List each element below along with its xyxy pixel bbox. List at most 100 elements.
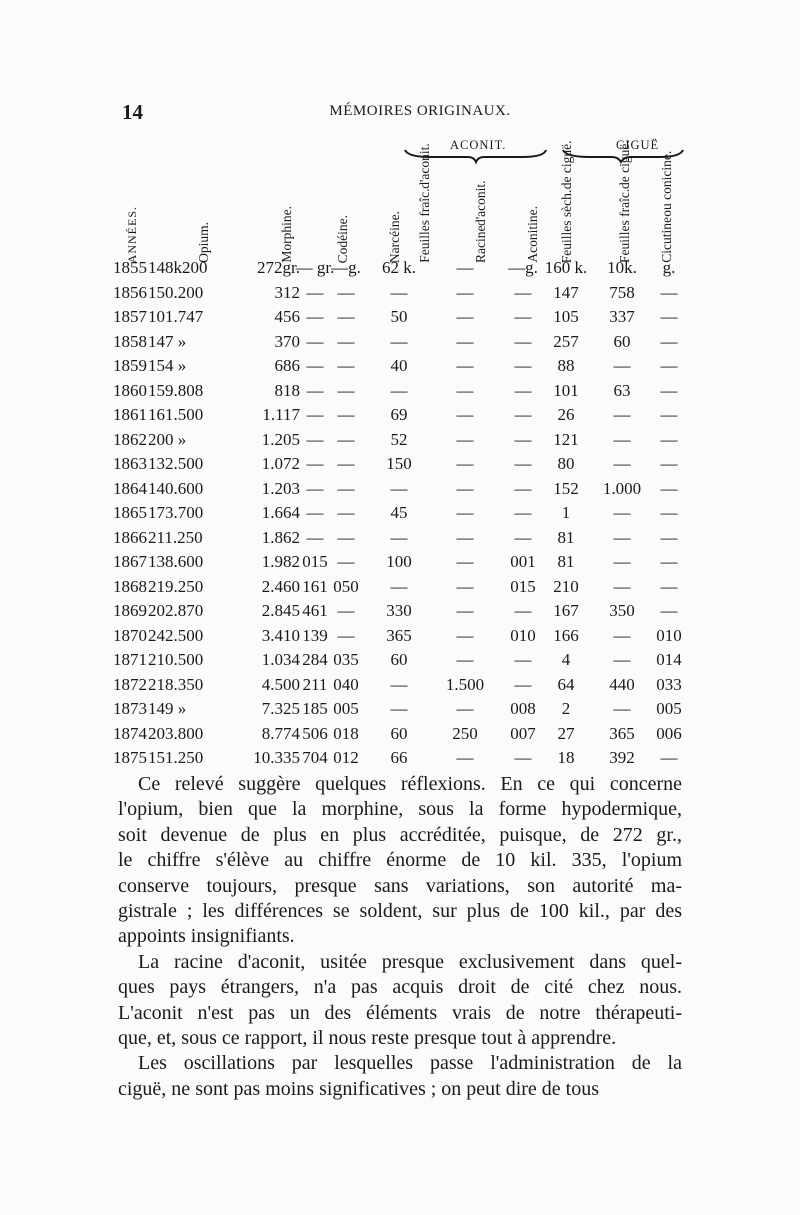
table-cell: 1863 (113, 454, 147, 473)
table-cell: 154 » (148, 356, 187, 375)
table-row: 1871 210.500 1.034 284 035 60 — — 4 — 014 (0, 648, 800, 672)
column-header: Aconitine. (525, 206, 540, 263)
table-cell: 1867 (113, 552, 147, 571)
table-cell: 365 (609, 723, 635, 743)
table-cell: 81 (557, 552, 575, 571)
table-cell: 704 (302, 748, 328, 767)
text-line: conserve toujours, presque sans variatio… (118, 874, 682, 897)
group-braces (404, 149, 684, 165)
table-row: 1862 200 » 1.205 — — 52 — — 121 — — (0, 428, 800, 452)
table-cell: 132.500 (148, 454, 204, 473)
table-cell: 1873 (113, 699, 147, 718)
table-cell: 456 (274, 307, 301, 326)
table-cell: — (514, 454, 532, 473)
column-header-line: Morphine. (279, 206, 294, 263)
table-cell: — (660, 478, 678, 498)
table-cell: 1.205 (261, 429, 300, 449)
table-row: 1868 219.250 2.460 161 050 — — 015 210 — — (0, 575, 800, 599)
table-cell: 506 (302, 723, 328, 743)
table-cell: — (514, 478, 532, 498)
column-header-line: ANNÉES. (125, 205, 139, 263)
table-cell: 1857 (113, 307, 147, 326)
table-cell: — (306, 331, 324, 351)
table-cell: — (456, 307, 474, 326)
brace-aconit (404, 149, 547, 165)
table-cell: — gr. (295, 258, 335, 277)
table-cell: 1.034 (261, 650, 300, 669)
table-cell: — (456, 282, 474, 302)
table-cell: 018 (333, 723, 359, 743)
table-cell: 60 (613, 331, 631, 351)
table-cell: — (306, 503, 324, 522)
table-cell: 1855 (113, 258, 147, 277)
table-cell: — (660, 307, 678, 326)
table-cell: — (514, 674, 532, 694)
text-line: gistrale ; les différences se soldent, s… (118, 900, 682, 922)
table-cell: 010 (510, 625, 536, 645)
table-cell: — (456, 503, 474, 522)
table-cell: 7.325 (261, 699, 300, 718)
table-cell: 211 (302, 674, 328, 694)
table-cell: 440 (609, 674, 635, 694)
table-cell: 150.200 (148, 282, 204, 302)
group-heading-cigue: CIGUË (616, 138, 660, 152)
table-cell: 4 (561, 650, 571, 669)
table-cell: — (514, 748, 532, 767)
table-cell: 64 (557, 674, 575, 694)
table-cell: 242.500 (148, 625, 204, 645)
table-cell: — (514, 356, 532, 375)
table-cell: — (613, 650, 631, 669)
column-header-line: de ciguë. (559, 140, 574, 190)
table-cell: — (514, 503, 532, 522)
table-cell: 185 (302, 699, 328, 718)
table-cell: 015 (510, 576, 536, 596)
table-row: 1860 159.808 818— — — — —101 63— (0, 379, 800, 403)
table-cell: 686 (274, 356, 301, 375)
table-cell: 138.600 (148, 552, 204, 571)
table-cell: 1875 (113, 748, 147, 767)
table-cell: 166 (553, 625, 579, 645)
column-header-line: Feuilles sèch. (559, 189, 574, 264)
text-line: ques pays étrangers, n'a pas acquis droi… (118, 976, 682, 999)
table-cell: 81 (557, 527, 575, 547)
column-header-line: de ciguë. (617, 140, 632, 189)
table-cell: 033 (656, 674, 682, 694)
column-header: Cicutine ou conicine. (659, 151, 674, 263)
table-cell: 1.203 (261, 478, 300, 498)
table-cell: 008 (510, 699, 536, 718)
text-line: que, et, sous ce rapport, il nous reste … (118, 1027, 617, 1049)
text-line: Ce relevé suggère quelques réflexions. E… (138, 773, 682, 795)
table-cell: —g. (508, 258, 538, 277)
table-cell: 140.600 (148, 478, 204, 498)
table-cell: — (613, 405, 631, 424)
table-cell: 250 (452, 723, 478, 743)
table-cell: — (456, 429, 474, 449)
table-cell: 1861 (113, 405, 147, 424)
table-cell: 015 (302, 552, 328, 571)
table-cell: 1.117 (262, 405, 300, 424)
table-cell: 211.250 (148, 527, 203, 547)
table-cell: 014 (656, 650, 682, 669)
column-header-line: ou conicine. (659, 151, 674, 218)
table-row: 1861 161.500 1.117 — — 69 — — 26 — — (0, 403, 800, 427)
table-cell: 818 (274, 380, 301, 400)
table-cell: 758 (609, 282, 635, 302)
table-cell: 66 (390, 748, 408, 767)
table-cell: 151.250 (148, 748, 204, 767)
column-header-line: d'aconit. (473, 179, 488, 226)
table-cell: 365 (386, 625, 412, 645)
table-cell: 101 (553, 380, 579, 400)
table-cell: 45 (390, 503, 408, 522)
table-cell: 1866 (113, 527, 147, 547)
table-row: 1872 218.350 4.500 211 040 — 1.500 — 64 440 033 (0, 673, 800, 697)
table-cell: — (514, 527, 532, 547)
table-cell: 1.862 (261, 527, 300, 547)
table-cell: 005 (656, 699, 682, 718)
table-cell: — (456, 748, 474, 767)
table-cell: 1.500 (445, 674, 485, 694)
table-cell: 392 (609, 748, 635, 767)
table-cell: — (613, 699, 631, 718)
table-cell: 3.410 (261, 625, 300, 645)
table-cell: — (613, 454, 631, 473)
table-row: 1863 132.500 1.072 — — 150 — — 80 — — (0, 452, 800, 476)
